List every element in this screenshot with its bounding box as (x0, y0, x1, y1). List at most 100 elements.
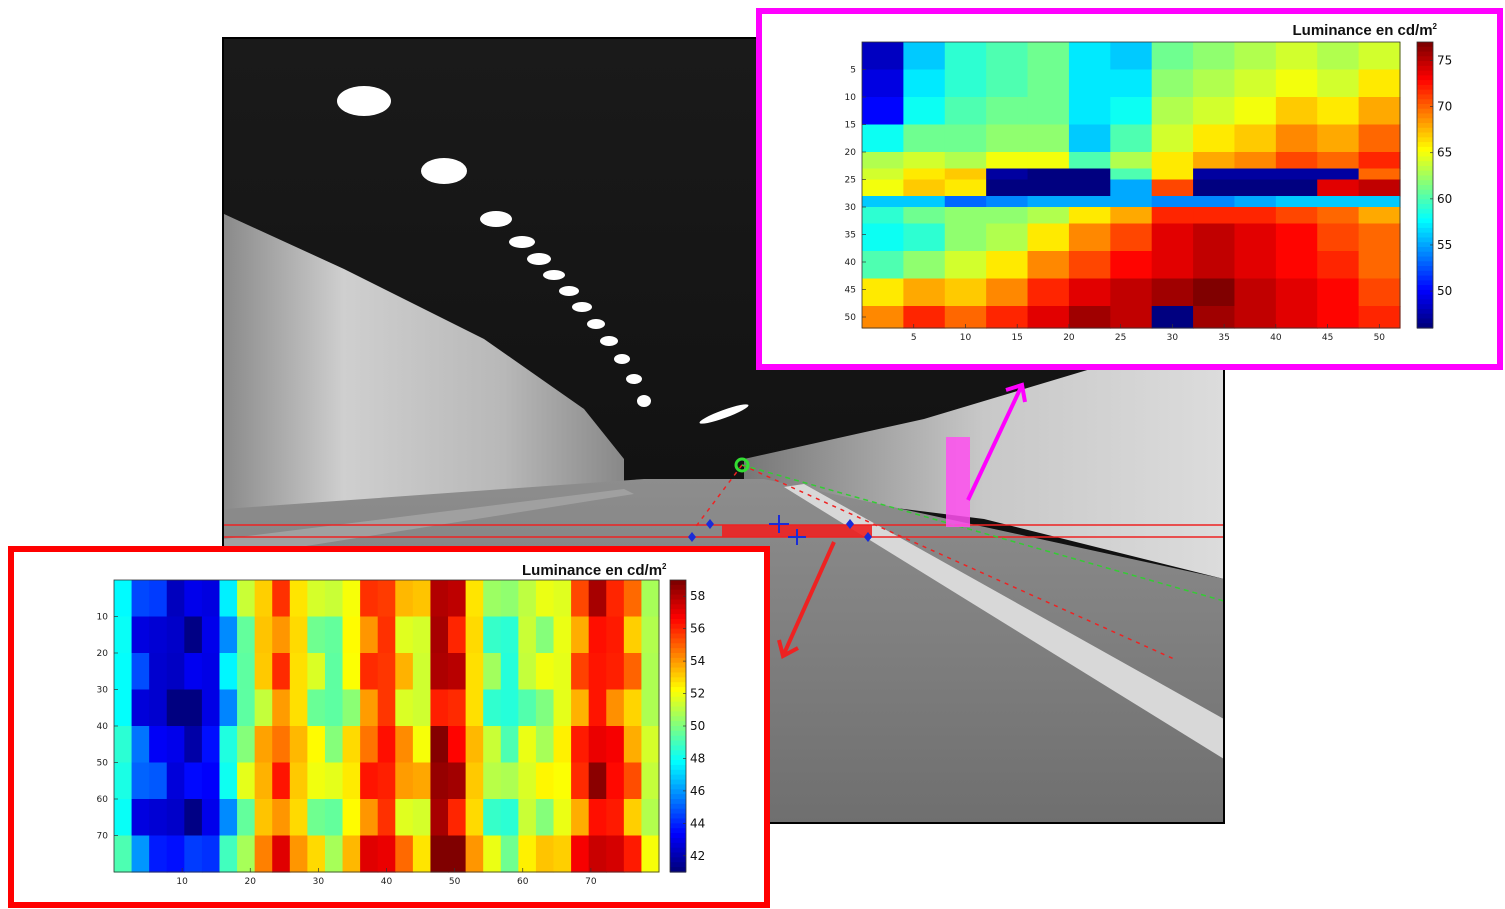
colorbar-segment (1417, 213, 1433, 219)
heatmap-cell (412, 580, 432, 618)
heatmap-cell (1193, 152, 1236, 170)
heatmap-cell (483, 762, 502, 800)
heatmap-cell (465, 616, 484, 654)
heatmap-cell (448, 689, 467, 727)
heatmap-cell (114, 799, 133, 837)
heatmap-cell (1068, 42, 1111, 71)
heatmap-cell (903, 207, 946, 225)
colorbar-segment (1417, 227, 1433, 234)
heatmap-cell (606, 799, 625, 837)
heatmap-cell (483, 689, 502, 727)
heatmap-cell (114, 689, 133, 727)
y-tick-label: 5 (850, 66, 856, 76)
heatmap-cell (623, 580, 643, 618)
heatmap-cell (986, 278, 1029, 307)
heatmap-cell (201, 580, 221, 618)
heatmap-cell (1234, 196, 1277, 208)
heatmap-cell (588, 580, 607, 618)
heatmap-cell (201, 653, 221, 691)
colorbar-segment (670, 584, 686, 591)
heatmap-cell (1234, 306, 1277, 329)
heatmap-cell (1234, 207, 1277, 225)
colorbar-segment (1417, 199, 1433, 205)
heatmap-cell (430, 616, 449, 654)
heatmap-cell (342, 726, 361, 764)
heatmap-cell (1027, 278, 1070, 307)
heatmap-cell (500, 689, 519, 727)
plot-border (861, 41, 1401, 329)
x-tick-label: 30 (313, 877, 325, 887)
x-tick-label: 60 (517, 877, 529, 887)
heatmap-cell (412, 799, 432, 837)
colorbar-segment (1417, 170, 1433, 177)
heatmap-cell (1358, 152, 1401, 170)
heatmap-cell (342, 689, 361, 727)
colorbar-segment (1417, 118, 1433, 124)
heatmap-cell (254, 799, 273, 837)
heatmap-cell (571, 835, 590, 873)
heatmap-cell (944, 168, 987, 181)
heatmap-cell (1110, 196, 1153, 208)
colorbar-tick-label: 44 (690, 816, 705, 830)
heatmap-cell (641, 580, 660, 618)
colorbar-segment (670, 857, 686, 863)
heatmap-cell (219, 762, 238, 800)
heatmap-cell (500, 616, 519, 654)
heatmap-cell (1317, 69, 1360, 98)
x-tick-label: 30 (1167, 333, 1179, 343)
colorbar-segment (670, 837, 686, 844)
heatmap-cell (114, 762, 133, 800)
heatmap-cell (553, 616, 572, 654)
heatmap-cell (986, 196, 1029, 208)
heatmap-cell (1275, 179, 1318, 197)
heatmap-cell (114, 580, 133, 618)
heatmap-cell (862, 223, 904, 252)
heatmap-cell (518, 726, 537, 764)
heatmap-cell (1358, 223, 1401, 252)
heatmap-cell (360, 653, 379, 691)
colorbar-segment (670, 740, 686, 747)
heatmap-cell (944, 278, 987, 307)
heatmap-cell (448, 580, 467, 618)
heatmap-cell (641, 653, 660, 691)
heatmap-cell (518, 653, 537, 691)
heatmap-cell (377, 616, 396, 654)
heatmap-cell (114, 726, 133, 764)
colorbar-segment (670, 867, 686, 873)
colorbar-segment (1417, 80, 1433, 86)
heatmap-cell (1275, 97, 1318, 126)
colorbar-segment (1417, 156, 1433, 162)
y-tick-label: 30 (845, 203, 857, 213)
heatmap-cell (377, 726, 396, 764)
heatmap-cell (149, 762, 168, 800)
colorbar-segment (670, 653, 686, 659)
heatmap-cell (1193, 196, 1236, 208)
x-tick-label: 15 (1011, 333, 1022, 343)
x-tick-label: 50 (1374, 333, 1386, 343)
colorbar-segment (1417, 266, 1433, 272)
colorbar-segment (670, 691, 686, 698)
colorbar-segment (1417, 237, 1433, 243)
colorbar-segment (670, 813, 686, 820)
heatmap-cell (1068, 152, 1111, 170)
heatmap-cell (862, 97, 904, 126)
heatmap-cell (131, 799, 150, 837)
heatmap-cell (289, 726, 308, 764)
heatmap-cell (862, 278, 904, 307)
heatmap-cell (1110, 278, 1153, 307)
heatmap-cell (1275, 223, 1318, 252)
heatmap-cell (1358, 179, 1401, 197)
heatmap-cell (1193, 179, 1236, 197)
heatmap-cell (944, 306, 987, 329)
colorbar-segment (1417, 294, 1433, 300)
heatmap-cell (944, 207, 987, 225)
heatmap-cell (1317, 278, 1360, 307)
colorbar-segment (670, 648, 686, 654)
heatmap-cell (324, 653, 344, 691)
heatmap-cell (1068, 124, 1111, 153)
x-tick-label: 50 (449, 877, 461, 887)
heatmap-cell (944, 124, 987, 153)
heatmap-cell (342, 616, 361, 654)
colorbar-segment (1417, 137, 1433, 143)
heatmap-cell (149, 799, 168, 837)
